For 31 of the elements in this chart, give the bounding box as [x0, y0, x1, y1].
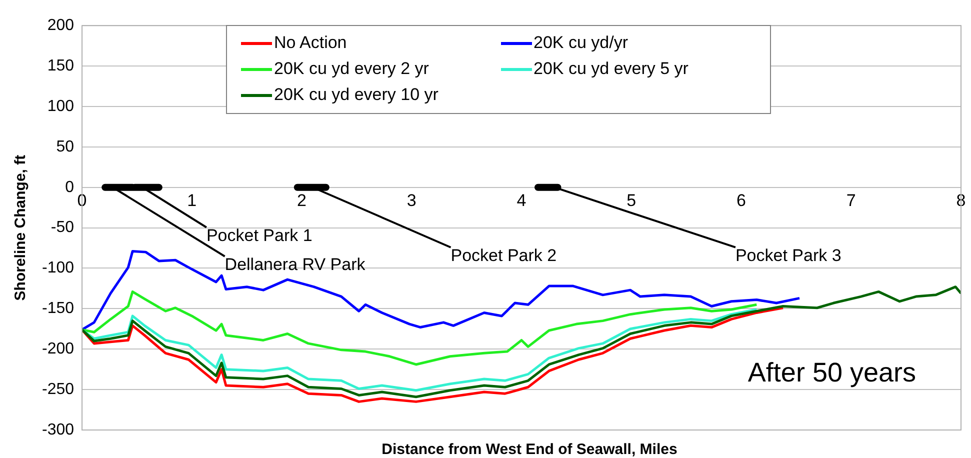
- legend-label: 20K cu yd/yr: [534, 33, 628, 53]
- x-tick-label: 6: [736, 191, 746, 210]
- x-tick-label: 3: [406, 191, 416, 210]
- y-tick-label: -300: [42, 421, 74, 438]
- x-tick-label: 7: [846, 191, 856, 210]
- y-tick-label: -100: [42, 260, 74, 277]
- y-axis-title: Shoreline Change, ft: [12, 154, 30, 301]
- y-tick-label: -50: [50, 219, 74, 236]
- x-tick-label: 2: [297, 191, 306, 210]
- y-tick-label: -200: [42, 340, 74, 358]
- y-tick-label: 150: [47, 57, 74, 74]
- legend-label: 20K cu yd every 5 yr: [534, 59, 688, 79]
- legend-label: 20K cu yd every 2 yr: [274, 59, 429, 79]
- legend-label: No Action: [274, 33, 347, 53]
- x-tick-label: 5: [626, 191, 636, 210]
- x-tick-label: 0: [77, 191, 87, 210]
- annotation: Pocket Park 3: [735, 246, 842, 266]
- y-tick-label: -150: [42, 300, 74, 318]
- y-tick-label: 50: [56, 138, 74, 156]
- y-tick-label: 100: [47, 98, 74, 115]
- y-tick-label: 0: [65, 178, 74, 196]
- legend-label: 20K cu yd every 10 yr: [274, 85, 438, 105]
- x-tick-label: 4: [516, 191, 526, 210]
- x-tick-label: 1: [187, 191, 197, 210]
- annotation: Pocket Park 1: [206, 226, 312, 246]
- annotation: After 50 years: [748, 358, 916, 388]
- x-axis-title: Distance from West End of Seawall, Miles: [380, 441, 678, 458]
- y-tick-label: -250: [42, 380, 74, 398]
- y-tick-label: 200: [47, 17, 74, 34]
- annotation: Pocket Park 2: [450, 246, 557, 266]
- annotation: Dellanera RV Park: [224, 255, 366, 274]
